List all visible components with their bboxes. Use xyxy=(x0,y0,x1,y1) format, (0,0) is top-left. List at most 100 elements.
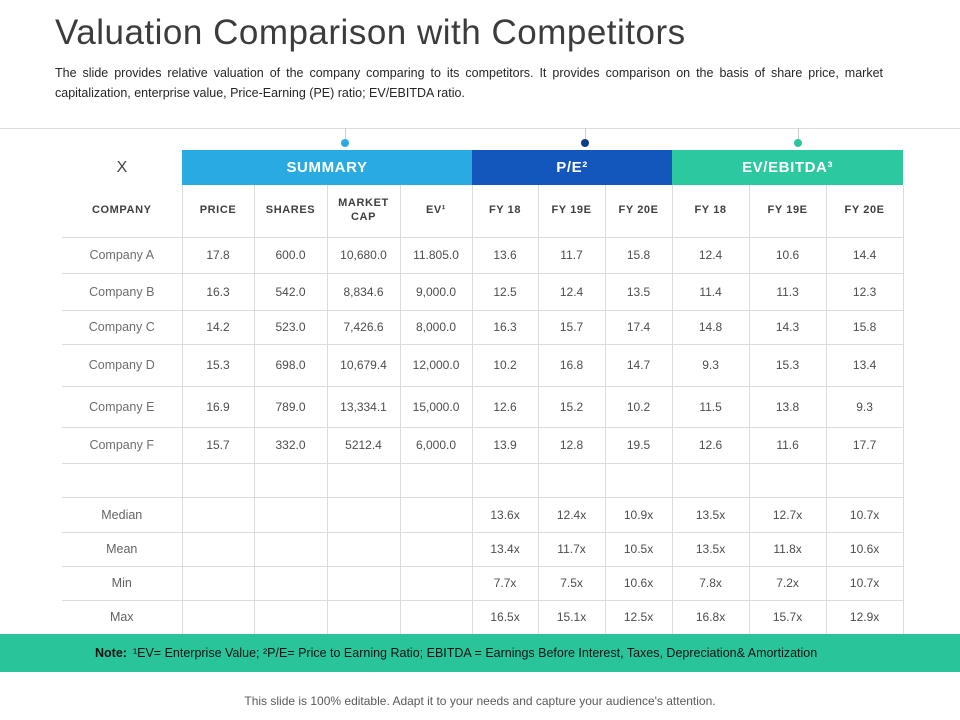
cell: 6,000.0 xyxy=(400,427,473,464)
cell: 12.5 xyxy=(472,273,539,311)
cell: 12,000.0 xyxy=(400,344,473,387)
empty-cell xyxy=(400,497,473,533)
empty-cell xyxy=(182,497,255,533)
cell: 13.6x xyxy=(472,497,539,533)
cell: 10.6x xyxy=(605,566,673,601)
empty-cell xyxy=(672,463,750,498)
cell: 542.0 xyxy=(254,273,328,311)
connector-line-summary xyxy=(345,128,346,139)
empty-cell xyxy=(182,532,255,567)
cell: 10.6 xyxy=(749,237,827,274)
stat-label: Max xyxy=(62,600,183,635)
summary-dot-icon xyxy=(341,139,349,147)
cell: 16.5x xyxy=(472,600,539,635)
cell: 10.9x xyxy=(605,497,673,533)
company-name: Company A xyxy=(62,237,183,274)
cell: 7.2x xyxy=(749,566,827,601)
cell: 13.5x xyxy=(672,497,750,533)
column-header-ev: EV¹ xyxy=(400,185,473,238)
cell: 13.5 xyxy=(605,273,673,311)
group-header-summary: SUMMARY xyxy=(182,150,473,185)
cell: 11.5 xyxy=(672,386,750,428)
spacer-row xyxy=(62,463,904,498)
cell: 13.8 xyxy=(749,386,827,428)
cell: 13.6 xyxy=(472,237,539,274)
empty-cell xyxy=(254,497,328,533)
cell: 11.4 xyxy=(672,273,750,311)
cell: 16.3 xyxy=(182,273,255,311)
ev-ebitda-dot-icon xyxy=(794,139,802,147)
valuation-table: X SUMMARY P/E² EV/EBITDA³ COMPANY PRICE … xyxy=(62,150,904,635)
cell: 10.2 xyxy=(472,344,539,387)
cell: 12.4 xyxy=(538,273,606,311)
slide-description: The slide provides relative valuation of… xyxy=(55,66,883,100)
empty-cell xyxy=(327,532,401,567)
cell: 12.6 xyxy=(472,386,539,428)
cell: 12.4x xyxy=(538,497,606,533)
column-header-ev-fy20e: FY 20E xyxy=(826,185,904,238)
company-name: Company E xyxy=(62,386,183,428)
empty-cell xyxy=(327,463,401,498)
cell: 698.0 xyxy=(254,344,328,387)
group-header-ev-ebitda: EV/EBITDA³ xyxy=(672,150,904,185)
cell: 14.3 xyxy=(749,310,827,345)
column-header-company: COMPANY xyxy=(62,185,183,238)
cell: 12.3 xyxy=(826,273,904,311)
empty-cell xyxy=(749,463,827,498)
page-title: Valuation Comparison with Competitors xyxy=(55,13,686,52)
cell: 16.9 xyxy=(182,386,255,428)
cell: 12.6 xyxy=(672,427,750,464)
cell: 19.5 xyxy=(605,427,673,464)
cell: 14.4 xyxy=(826,237,904,274)
cell: 11.7 xyxy=(538,237,606,274)
cell: 13,334.1 xyxy=(327,386,401,428)
stat-row: Median 13.6x 12.4x 10.9x 13.5x 12.7x 10.… xyxy=(62,497,904,533)
company-name: Company B xyxy=(62,273,183,311)
cell: 8,000.0 xyxy=(400,310,473,345)
empty-cell xyxy=(327,566,401,601)
empty-cell xyxy=(400,463,473,498)
empty-cell xyxy=(472,463,539,498)
connector-line-pe xyxy=(585,128,586,139)
cell: 16.3 xyxy=(472,310,539,345)
empty-cell xyxy=(327,497,401,533)
cell: 10,679.4 xyxy=(327,344,401,387)
cell: 332.0 xyxy=(254,427,328,464)
column-header-ev-fy19e: FY 19E xyxy=(749,185,827,238)
cell: 14.7 xyxy=(605,344,673,387)
pe-dot-icon xyxy=(581,139,589,147)
cell: 10.6x xyxy=(826,532,904,567)
table-row: Company E 16.9 789.0 13,334.1 15,000.0 1… xyxy=(62,386,904,428)
cell: 9.3 xyxy=(672,344,750,387)
cell: 15.7x xyxy=(749,600,827,635)
cell: 13.4 xyxy=(826,344,904,387)
cell: 789.0 xyxy=(254,386,328,428)
cell: 15.2 xyxy=(538,386,606,428)
cell: 10.7x xyxy=(826,497,904,533)
table-row: Company B 16.3 542.0 8,834.6 9,000.0 12.… xyxy=(62,273,904,311)
cell: 12.9x xyxy=(826,600,904,635)
company-name: Company F xyxy=(62,427,183,464)
cell: 15.3 xyxy=(182,344,255,387)
stat-row: Min 7.7x 7.5x 10.6x 7.8x 7.2x 10.7x xyxy=(62,566,904,601)
cell: 16.8x xyxy=(672,600,750,635)
table-corner-label: X xyxy=(116,158,128,176)
cell: 17.8 xyxy=(182,237,255,274)
note-band: Note: ¹EV= Enterprise Value; ²P/E= Price… xyxy=(0,634,960,672)
cell: 7.5x xyxy=(538,566,606,601)
cell: 7,426.6 xyxy=(327,310,401,345)
cell: 14.8 xyxy=(672,310,750,345)
cell: 10,680.0 xyxy=(327,237,401,274)
company-name: Company C xyxy=(62,310,183,345)
note-text: ¹EV= Enterprise Value; ²P/E= Price to Ea… xyxy=(132,646,818,660)
cell: 11.3 xyxy=(749,273,827,311)
cell: 15.7 xyxy=(182,427,255,464)
empty-cell xyxy=(254,566,328,601)
stat-label: Median xyxy=(62,497,183,533)
cell: 15.8 xyxy=(605,237,673,274)
cell: 8,834.6 xyxy=(327,273,401,311)
cell: 10.7x xyxy=(826,566,904,601)
cell: 15.8 xyxy=(826,310,904,345)
stat-label: Mean xyxy=(62,532,183,567)
